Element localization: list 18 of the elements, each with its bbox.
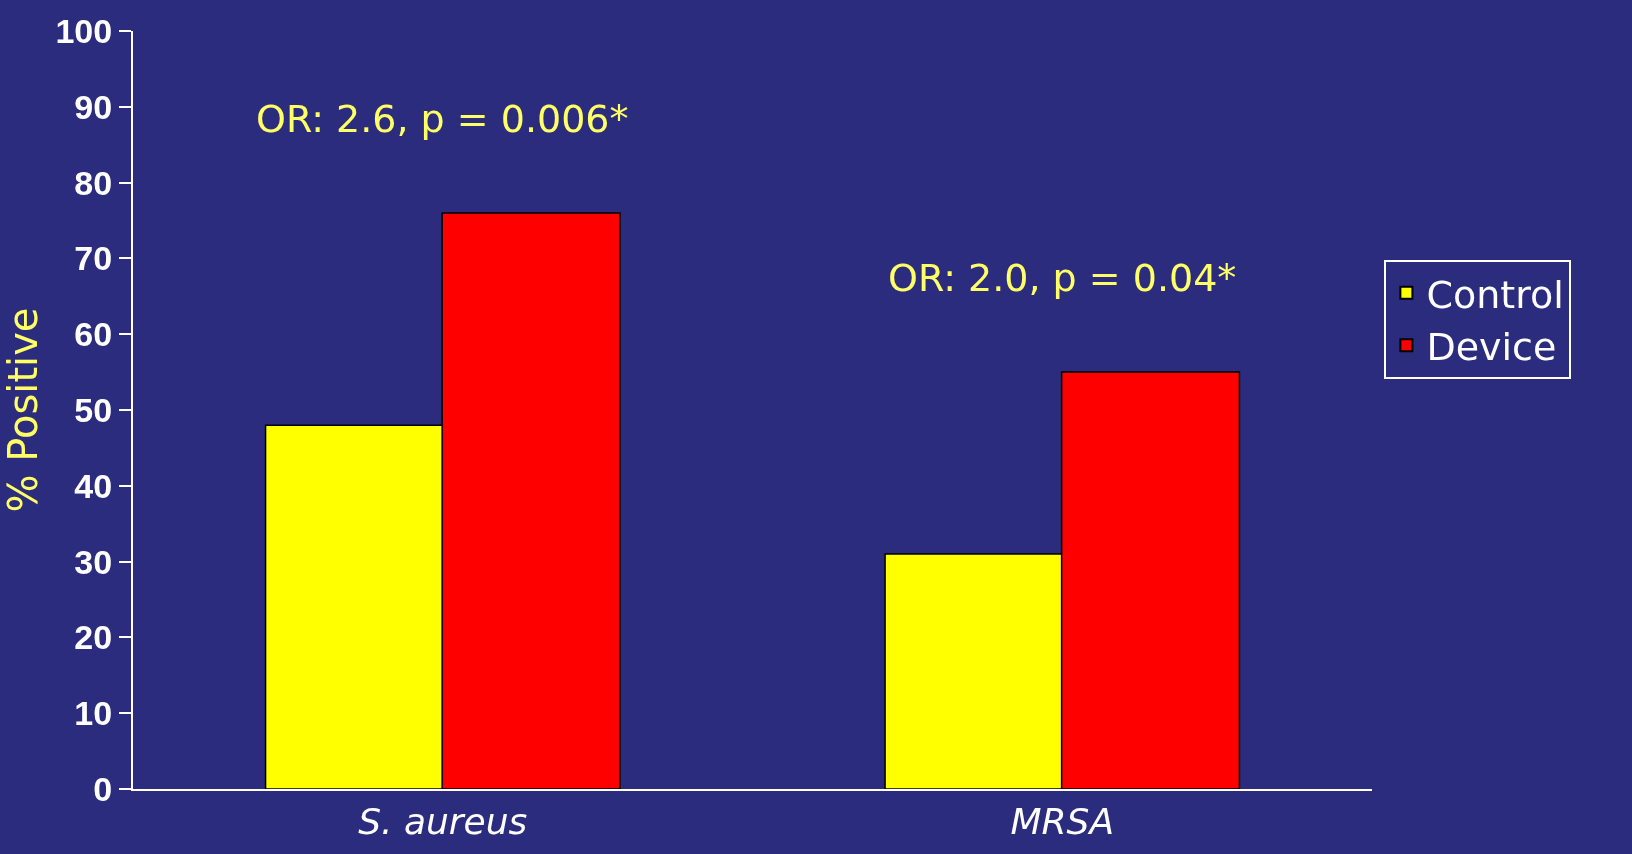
y-tick-label: 90: [74, 87, 113, 126]
y-axis-title: % Positive: [0, 307, 46, 513]
annotation: OR: 2.6, p = 0.006*: [256, 97, 629, 141]
y-tick-label: 100: [55, 11, 113, 50]
y-tick-label: 70: [74, 239, 113, 278]
legend-label: Device: [1426, 324, 1557, 369]
legend-label: Control: [1426, 272, 1564, 317]
y-tick-label: 20: [74, 618, 113, 657]
y-tick-label: 50: [74, 390, 113, 429]
y-tick-label: 60: [74, 315, 113, 354]
x-tick-label: MRSA: [1010, 801, 1115, 843]
x-tick-label: S. aureus: [358, 801, 528, 843]
y-tick-label: 0: [93, 769, 113, 808]
y-tick-label: 10: [74, 694, 113, 733]
annotation: OR: 2.0, p = 0.04*: [888, 256, 1237, 300]
y-tick-label: 80: [74, 163, 113, 202]
y-tick-label: 40: [74, 466, 113, 505]
y-tick-label: 30: [74, 542, 113, 581]
